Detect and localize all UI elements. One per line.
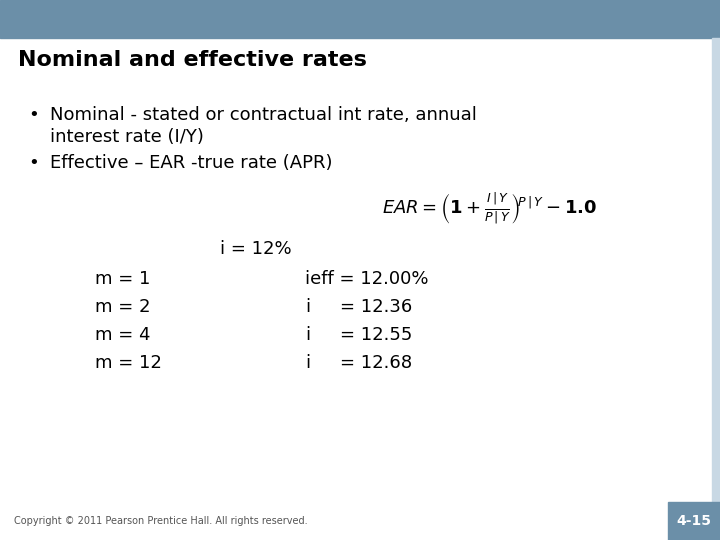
Text: ieff = 12.00%: ieff = 12.00% bbox=[305, 270, 428, 288]
Text: interest rate (I/Y): interest rate (I/Y) bbox=[50, 128, 204, 146]
Text: 4-15: 4-15 bbox=[677, 514, 711, 528]
Text: i: i bbox=[305, 326, 310, 344]
Bar bbox=[0, 0, 720, 38]
Text: Effective – EAR -true rate (APR): Effective – EAR -true rate (APR) bbox=[50, 154, 333, 172]
Bar bbox=[712, 38, 720, 502]
Text: •: • bbox=[28, 154, 39, 172]
Text: m = 1: m = 1 bbox=[95, 270, 150, 288]
Text: i: i bbox=[305, 354, 310, 372]
Bar bbox=[0, 502, 720, 540]
Bar bbox=[668, 502, 720, 540]
Text: = 12.68: = 12.68 bbox=[340, 354, 412, 372]
Text: $\mathbf{\mathit{EAR}}=\left(\mathbf{1}+\frac{\mathbf{\mathit{I\,|\,Y}}}{\mathbf: $\mathbf{\mathit{EAR}}=\left(\mathbf{1}+… bbox=[382, 192, 598, 226]
Text: m = 12: m = 12 bbox=[95, 354, 162, 372]
Text: m = 2: m = 2 bbox=[95, 298, 150, 316]
Text: Nominal - stated or contractual int rate, annual: Nominal - stated or contractual int rate… bbox=[50, 106, 477, 124]
Text: i = 12%: i = 12% bbox=[220, 240, 292, 258]
Text: = 12.36: = 12.36 bbox=[340, 298, 413, 316]
Text: Copyright © 2011 Pearson Prentice Hall. All rights reserved.: Copyright © 2011 Pearson Prentice Hall. … bbox=[14, 516, 307, 526]
Text: = 12.55: = 12.55 bbox=[340, 326, 413, 344]
Text: m = 4: m = 4 bbox=[95, 326, 150, 344]
Bar bbox=[0, 38, 720, 502]
Text: Nominal and effective rates: Nominal and effective rates bbox=[18, 50, 367, 70]
Text: i: i bbox=[305, 298, 310, 316]
Text: •: • bbox=[28, 106, 39, 124]
